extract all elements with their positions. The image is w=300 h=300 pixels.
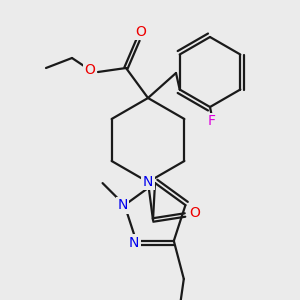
Text: N: N [129, 236, 140, 250]
Text: O: O [85, 63, 95, 77]
Text: O: O [136, 25, 146, 39]
Text: N: N [117, 198, 128, 212]
Text: O: O [190, 206, 200, 220]
Text: N: N [143, 175, 153, 189]
Text: F: F [208, 114, 216, 128]
